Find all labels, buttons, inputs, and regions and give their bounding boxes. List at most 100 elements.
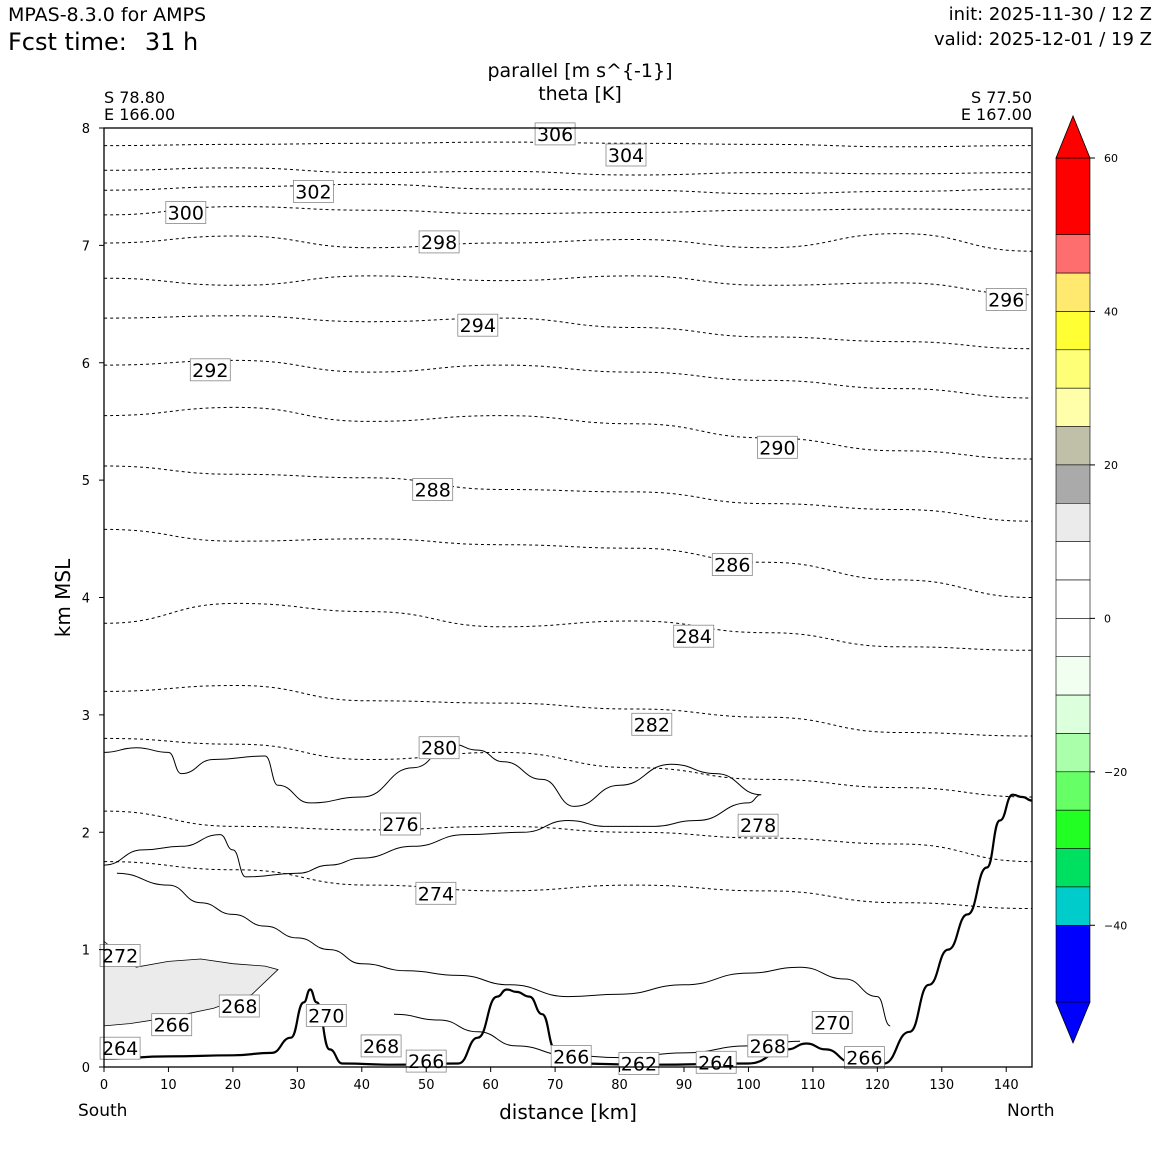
theta-label-text: 270: [814, 1012, 850, 1034]
theta-label-text: 300: [168, 203, 204, 225]
plot-frame: [103, 127, 1033, 1068]
theta-label-text: 266: [553, 1046, 589, 1068]
colorbar-tick-label: −20: [1104, 766, 1127, 779]
theta-contour-line: [104, 183, 1032, 195]
theta-label-text: 282: [634, 714, 670, 736]
colorbar-tick-label: 20: [1104, 459, 1118, 472]
theta-label-box: [418, 230, 460, 254]
colorbar-bin: [1055, 157, 1091, 235]
theta-label: 266: [151, 1013, 193, 1037]
colorbar-bin: [1055, 771, 1091, 811]
theta-label: 264: [695, 1050, 737, 1074]
colorbar-bin: [1055, 656, 1091, 696]
theta-label: 270: [305, 1004, 347, 1027]
theta-label-box: [99, 944, 141, 967]
left-end-coordinates: S 78.80 E 166.00: [104, 89, 175, 123]
theta-label-text: 268: [750, 1036, 786, 1058]
theta-label: 264: [99, 1036, 141, 1060]
theta-contour-line: [104, 359, 1032, 399]
theta-label: 262: [618, 1052, 660, 1076]
colorbar-bin: [1055, 541, 1091, 581]
x-tick-label: 0: [100, 1078, 108, 1093]
theta-label-text: 280: [421, 738, 457, 760]
colorbar: 60 40 20 0 −20 −40: [1055, 114, 1127, 1045]
colorbar-bin: [1055, 809, 1091, 849]
theta-label: 288: [412, 478, 454, 502]
colorbar-bin: [1055, 272, 1091, 312]
right-end-coordinates: S 77.50 E 167.00: [961, 89, 1032, 123]
theta-label: 302: [292, 179, 334, 203]
theta-label-box: [151, 1013, 193, 1037]
colorbar-over-arrow: [1055, 114, 1091, 159]
colorbar-bin: [1055, 311, 1091, 351]
theta-label-box: [360, 1034, 402, 1058]
theta-label: 268: [360, 1034, 402, 1058]
x-tick-label: 110: [800, 1078, 825, 1093]
y-tick-label: 1: [82, 944, 90, 959]
forecast-time: Fcst time: 31 h: [8, 28, 198, 56]
theta-label: 266: [550, 1045, 592, 1068]
theta-label: 284: [673, 624, 715, 648]
theta-label-text: 278: [740, 815, 776, 837]
theta-label: 268: [218, 994, 260, 1018]
theta-label-box: [189, 358, 231, 382]
colorbar-bin: [1055, 349, 1091, 389]
theta-label-text: 296: [988, 289, 1024, 311]
x-axis-ticks: 0 10 20 30 40 50 60 70 80 90 100 110 120 130 140: [100, 1067, 1019, 1093]
left-end-lon: E 166.00: [104, 105, 176, 124]
colorbar-bin: [1055, 848, 1091, 888]
theta-label-box: [379, 812, 421, 836]
colorbar-bin: [1055, 924, 1091, 1003]
forecast-time-label: Fcst time:: [8, 28, 127, 56]
x-tick-label: 20: [225, 1078, 242, 1093]
south-end-label: South: [78, 1101, 128, 1121]
theta-contour-line: [104, 861, 1032, 909]
theta-label-text: 304: [608, 145, 644, 167]
y-tick-label: 2: [82, 826, 90, 841]
terrain-line: [104, 793, 1032, 1066]
theta-label: 286: [711, 553, 753, 577]
colorbar-bin: [1055, 502, 1091, 542]
x-tick-label: 90: [676, 1078, 693, 1093]
colorbar-under-arrow: [1055, 1001, 1091, 1045]
wind-contour-line: [393, 1013, 801, 1059]
theta-contour-line: [104, 465, 1032, 522]
colorbar-bin: [1055, 234, 1091, 274]
y-tick-label: 5: [82, 474, 90, 489]
theta-label-text: 268: [221, 996, 257, 1018]
theta-label-box: [985, 287, 1027, 311]
theta-contour-line: [104, 528, 1032, 598]
theta-label: 282: [631, 712, 673, 736]
x-axis-label: distance [km]: [499, 1100, 637, 1124]
theta-label: 300: [165, 201, 207, 225]
theta-label-text: 302: [295, 181, 331, 203]
y-tick-label: 3: [82, 709, 90, 724]
colorbar-bin: [1055, 387, 1091, 427]
theta-label-box: [811, 1011, 853, 1034]
theta-contour-line: [104, 167, 1032, 176]
theta-label-box: [292, 179, 334, 203]
theta-label-box: [418, 736, 460, 760]
theta-label-box: [165, 201, 207, 224]
left-end-lat: S 78.80: [104, 88, 166, 107]
theta-label-text: 298: [421, 232, 457, 254]
theta-contour-labels: 306 304 302 300 298 296 294 292 290 288 286 284 282 2…: [99, 122, 1027, 1076]
colorbar-bin: [1055, 694, 1091, 734]
theta-label: 272: [99, 944, 141, 968]
theta-label-box: [305, 1004, 347, 1027]
theta-label-box: [605, 143, 647, 167]
x-tick-label: 100: [736, 1078, 761, 1093]
colorbar-tick-label: 40: [1104, 305, 1118, 318]
terrain-profile: [104, 793, 1032, 1066]
x-tick-label: 80: [611, 1078, 628, 1093]
chart-title-parallel: parallel [m s^{-1}]: [487, 60, 673, 82]
colorbar-bin: [1055, 426, 1091, 466]
theta-contour-line: [104, 275, 1032, 296]
theta-label-text: 264: [102, 1038, 138, 1060]
theta-label-text: 264: [698, 1052, 734, 1074]
y-tick-label: 8: [82, 122, 90, 137]
colorbar-tick-label: 0: [1104, 612, 1111, 625]
theta-label-text: 266: [846, 1048, 882, 1070]
theta-label: 270: [811, 1011, 853, 1034]
theta-label-box: [673, 624, 715, 648]
